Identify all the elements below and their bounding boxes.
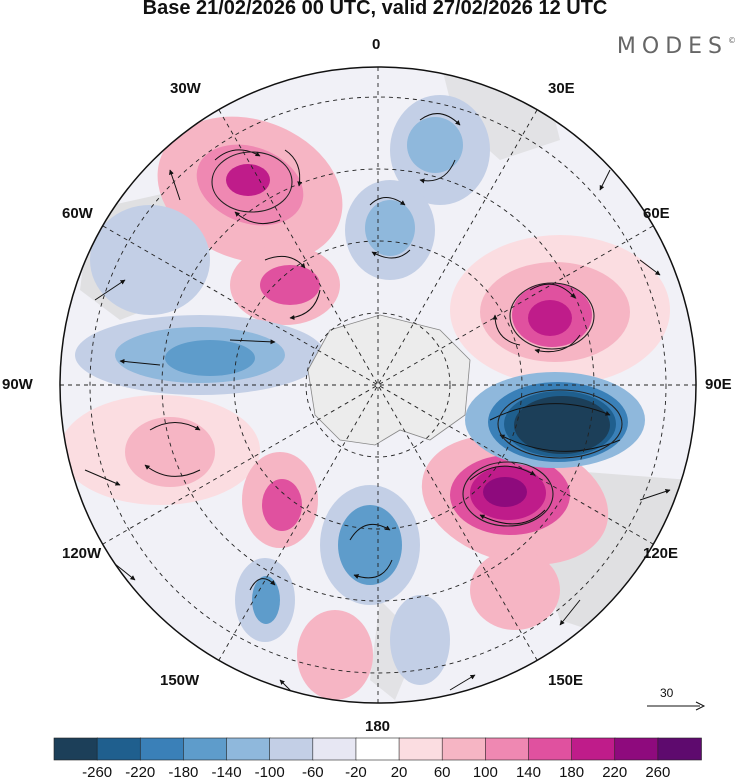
lon-label-30w: 30W	[170, 80, 201, 97]
colorbar-tick-label: 100	[472, 764, 498, 781]
lon-label-0: 0	[372, 36, 381, 53]
brand-text: MODES	[616, 34, 728, 59]
lon-label-90w: 90W	[2, 376, 33, 393]
colorbar-tick-label: -100	[254, 764, 285, 781]
lon-label-60w: 60W	[62, 205, 93, 222]
colorbar-tick-label: -260	[82, 764, 113, 781]
colorbar-tick-label: -140	[211, 764, 242, 781]
graticule	[60, 67, 696, 703]
negative-anomaly-north	[345, 95, 490, 280]
negative-anomaly-strong-east	[465, 372, 645, 468]
colorbar-tick-label: 140	[515, 764, 541, 781]
lon-label-150e: 150E	[548, 672, 584, 689]
colorbar	[53, 737, 702, 761]
colorbar-swatch	[571, 737, 616, 761]
lon-label-180: 180	[365, 718, 391, 735]
colorbar-tick-label: 260	[645, 764, 671, 781]
contour-lines	[211, 151, 623, 527]
colorbar-swatch	[53, 737, 98, 761]
colorbar-swatch	[355, 737, 400, 761]
colorbar-tick-label: -60	[301, 764, 324, 781]
colorbar-tick-label: 60	[433, 764, 451, 781]
lon-label-120e: 120E	[643, 545, 679, 562]
reference-vector-label: 30	[660, 686, 674, 700]
colorbar-tick-label: 220	[602, 764, 628, 781]
map-title: Base 21/02/2026 00 UTC, valid 27/02/2026…	[142, 0, 608, 19]
negative-anomaly-south	[235, 485, 450, 685]
lon-label-120w: 120W	[62, 545, 102, 562]
colorbar-swatch	[441, 737, 487, 761]
positive-anomaly-left-top	[157, 116, 343, 325]
copyright-mark: ©	[728, 36, 736, 45]
reference-vector-arrow	[647, 701, 706, 711]
colorbar-swatch	[96, 737, 142, 761]
negative-anomaly-west	[75, 205, 325, 395]
colorbar-swatch	[183, 737, 228, 761]
colorbar-swatch	[139, 737, 185, 761]
positive-anomaly-right-top	[450, 235, 670, 385]
lon-label-30e: 30E	[548, 80, 575, 97]
colorbar-swatch	[398, 737, 444, 761]
colorbar-swatch	[528, 737, 573, 761]
colorbar-swatch	[312, 737, 357, 761]
colorbar-swatch	[269, 737, 314, 761]
modes-logo: MODES©	[617, 34, 736, 59]
colorbar-tick-label: 180	[559, 764, 585, 781]
colorbar-tick-label: -220	[125, 764, 156, 781]
colorbar-tick-label: -20	[345, 764, 367, 781]
colorbar-swatch	[485, 737, 530, 761]
lon-label-90e: 90E	[705, 376, 732, 393]
map-boundary	[59, 66, 697, 704]
colorbar-swatch	[614, 737, 659, 761]
lon-label-150w: 150W	[160, 672, 200, 689]
colorbar-swatch	[657, 737, 702, 761]
antarctica-land	[307, 314, 471, 446]
colorbar-swatch	[226, 737, 271, 761]
lon-label-60e: 60E	[643, 205, 670, 222]
positive-anomaly-left-bottom	[60, 395, 373, 700]
colorbar-tick-label: 20	[390, 764, 408, 781]
colorbar-tick-label: -180	[168, 764, 199, 781]
